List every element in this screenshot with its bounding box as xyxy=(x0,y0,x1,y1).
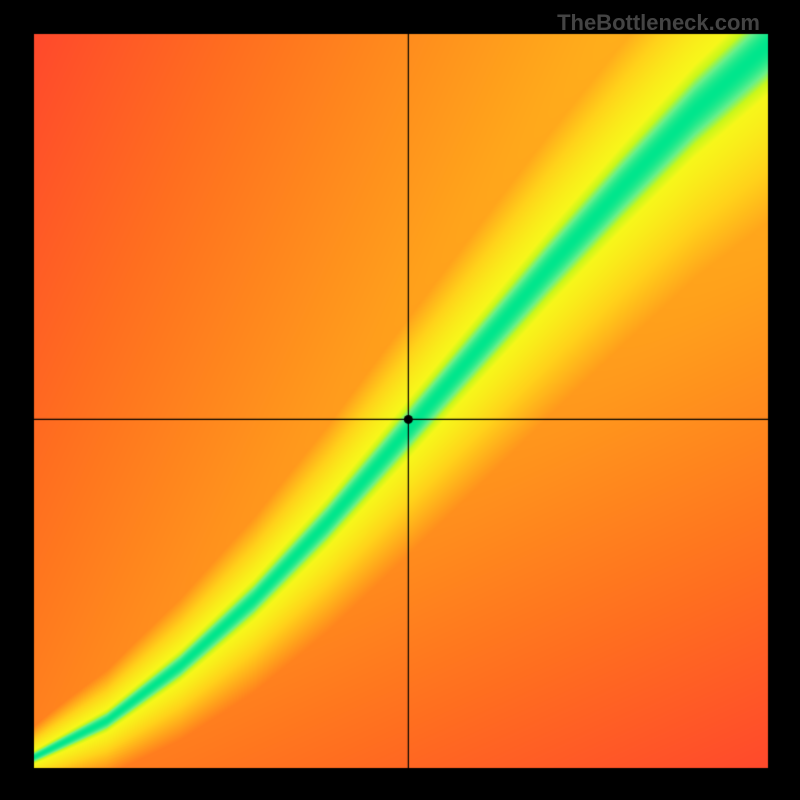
watermark-text: TheBottleneck.com xyxy=(557,10,760,36)
chart-container: TheBottleneck.com xyxy=(0,0,800,800)
bottleneck-heatmap xyxy=(0,0,800,800)
